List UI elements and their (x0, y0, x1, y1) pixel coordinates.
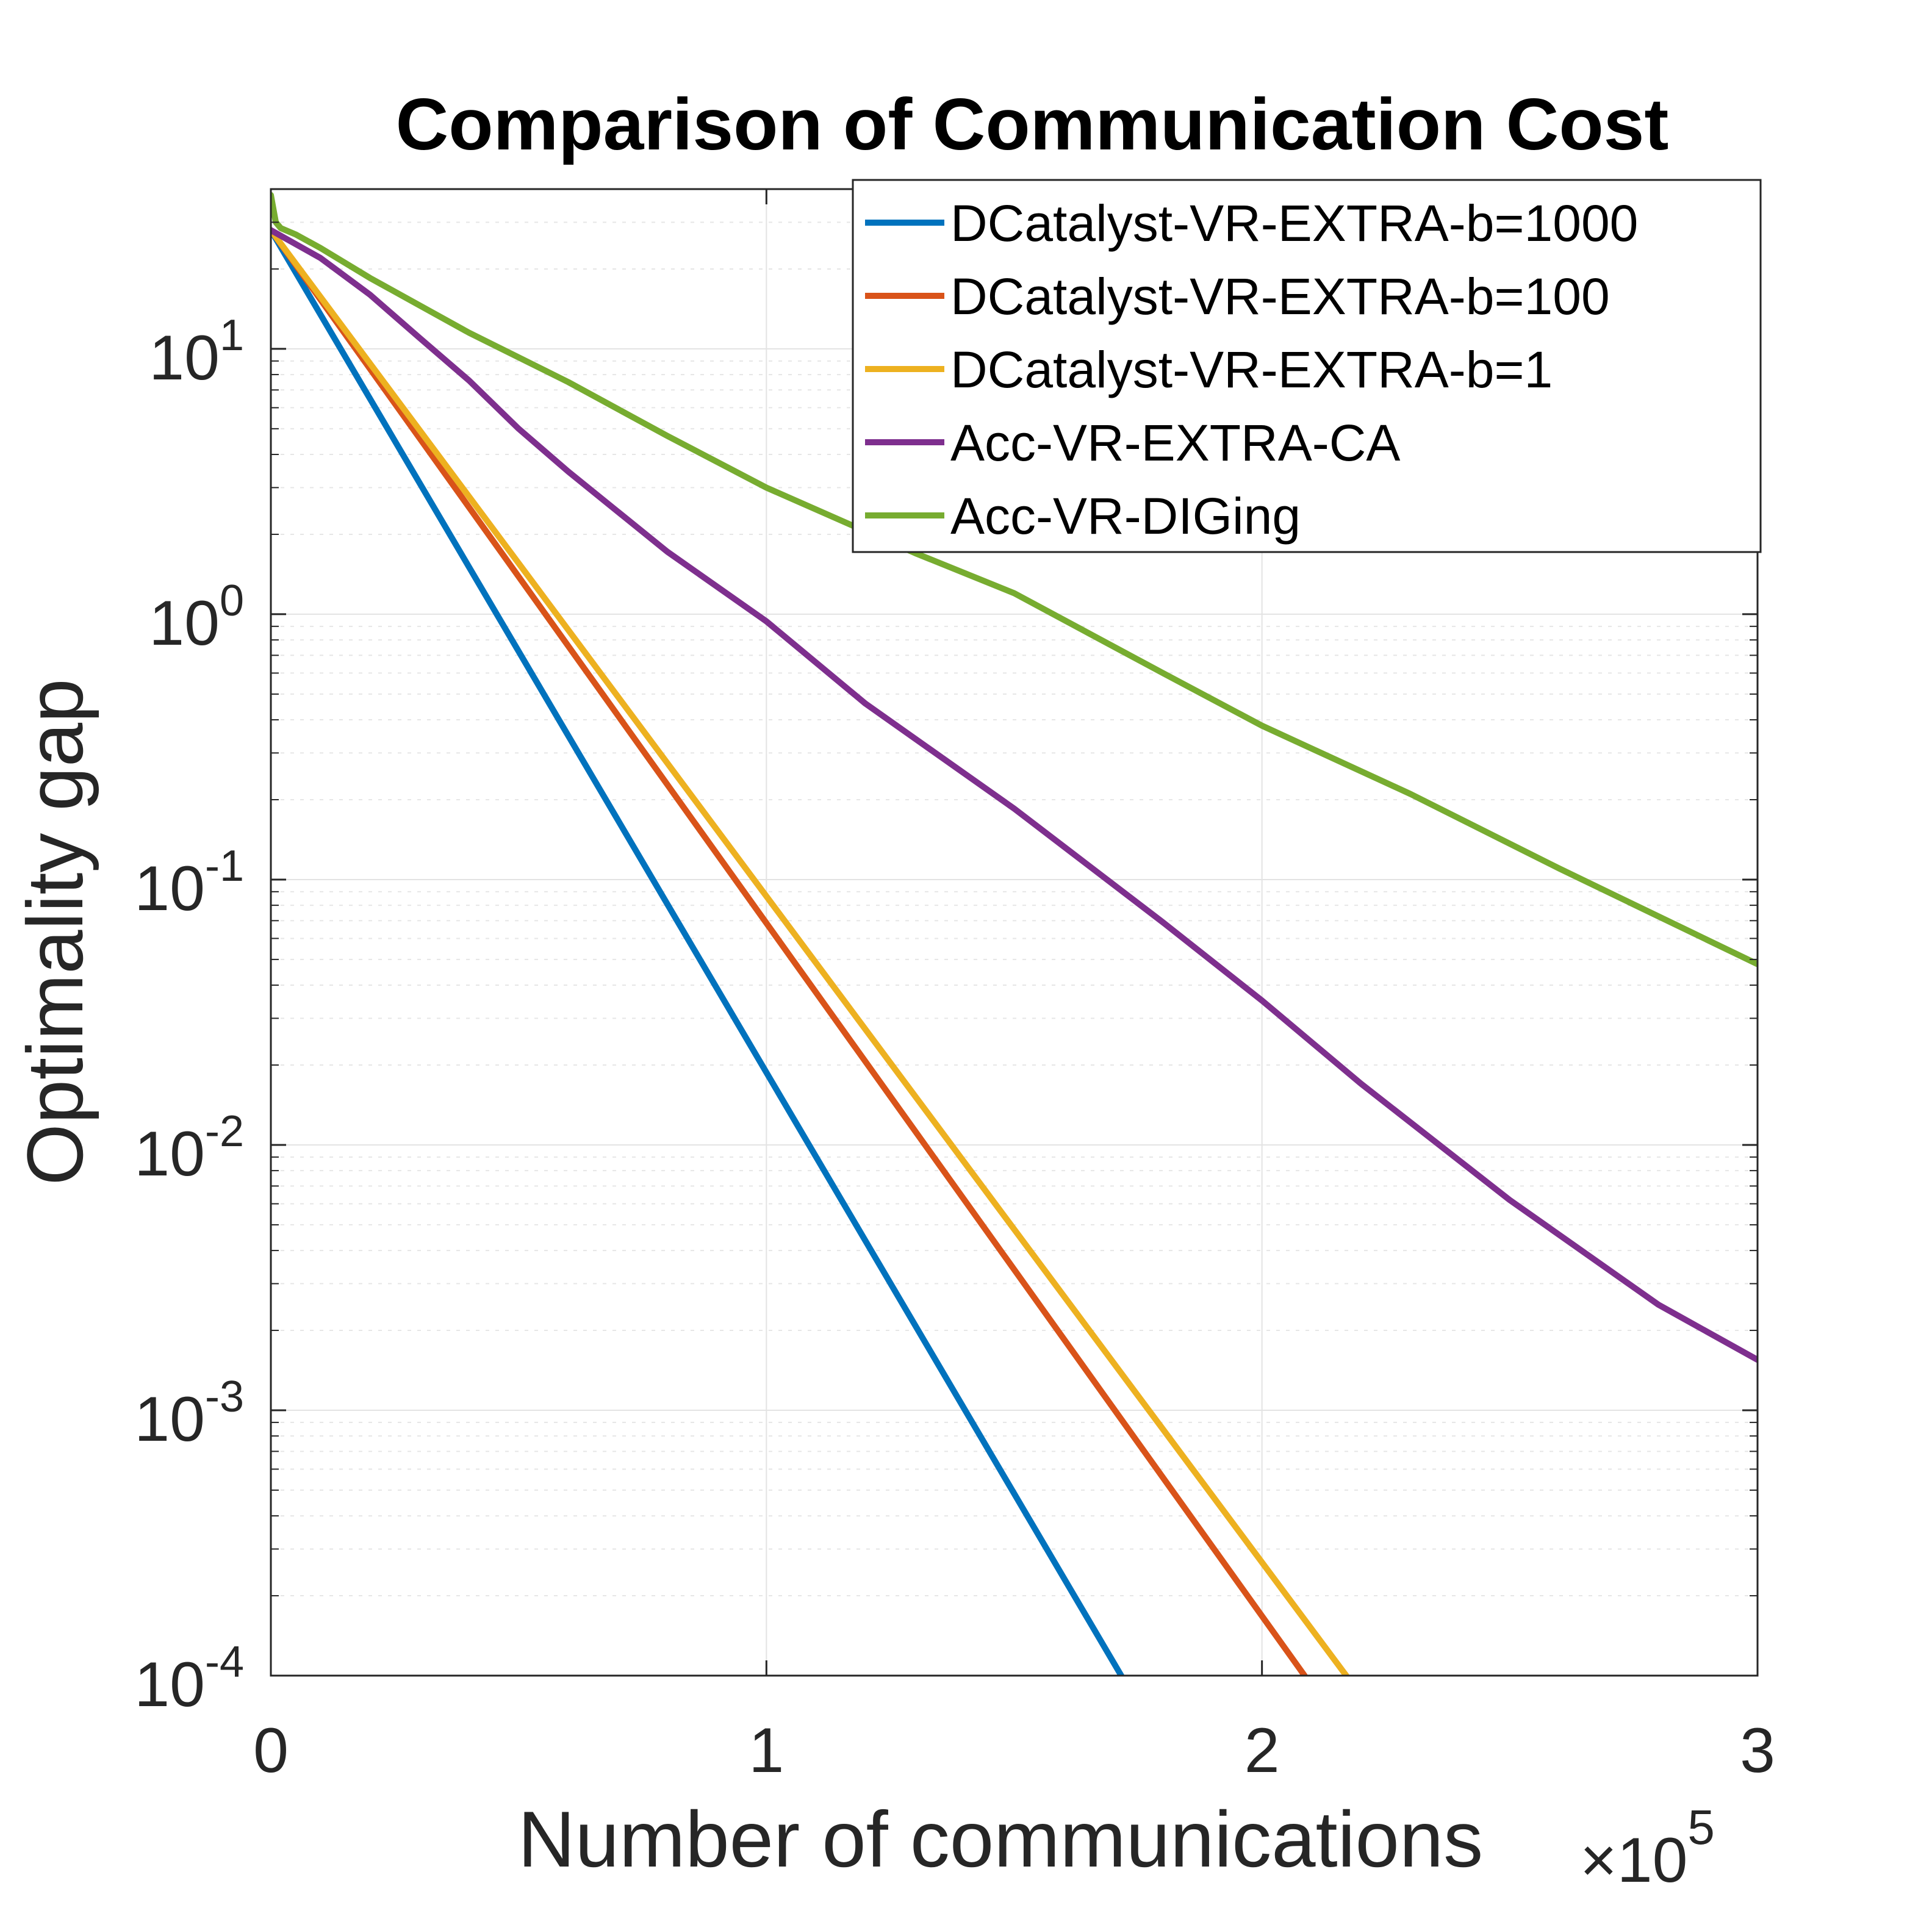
legend-label-4: Acc-VR-EXTRA-CA (950, 414, 1400, 472)
series-line-4 (271, 227, 1758, 1363)
legend: DCatalyst-VR-EXTRA-b=1000 DCatalyst-VR-EX… (852, 179, 1762, 553)
x-tick-label: 0 (253, 1715, 289, 1786)
legend-label-1: DCatalyst-VR-EXTRA-b=1000 (950, 195, 1638, 252)
series-line-3 (271, 227, 1349, 1676)
y-tick-label: 101 (149, 311, 244, 393)
y-tick-labels: 101 100 10-1 10-2 10-3 10-4 (134, 311, 244, 1720)
y-axis-label: Optimality gap (10, 679, 99, 1186)
legend-items: DCatalyst-VR-EXTRA-b=1000 DCatalyst-VR-EX… (865, 195, 1638, 545)
x-axis-label: Number of communications (518, 1795, 1483, 1884)
y-tick-label: 10-2 (134, 1107, 244, 1189)
x-tick-label: 1 (749, 1715, 784, 1786)
legend-box (852, 179, 1762, 553)
series-line-5 (271, 192, 1758, 967)
chart-title: Comparison of Communication Cost (396, 84, 1669, 165)
series-group (271, 192, 1758, 1676)
y-tick-label: 10-1 (134, 842, 244, 924)
y-tick-label: 10-4 (134, 1638, 244, 1720)
x-multiplier-exponent: 5 (1687, 1800, 1715, 1854)
legend-label-3: DCatalyst-VR-EXTRA-b=1 (950, 341, 1553, 398)
y-tick-label: 100 (149, 576, 244, 659)
x-multiplier: ×105 (1580, 1800, 1715, 1896)
series-line-1 (271, 227, 1124, 1676)
x-multiplier-base: ×10 (1580, 1825, 1687, 1896)
x-tick-labels: 0 1 2 3 (253, 1715, 1775, 1786)
y-tick-label: 10-3 (134, 1372, 244, 1455)
legend-label-2: DCatalyst-VR-EXTRA-b=100 (950, 268, 1610, 325)
x-tick-label: 3 (1740, 1715, 1775, 1786)
x-tick-label: 2 (1244, 1715, 1280, 1786)
series-line-2 (271, 227, 1308, 1676)
legend-label-5: Acc-VR-DIGing (950, 487, 1301, 545)
